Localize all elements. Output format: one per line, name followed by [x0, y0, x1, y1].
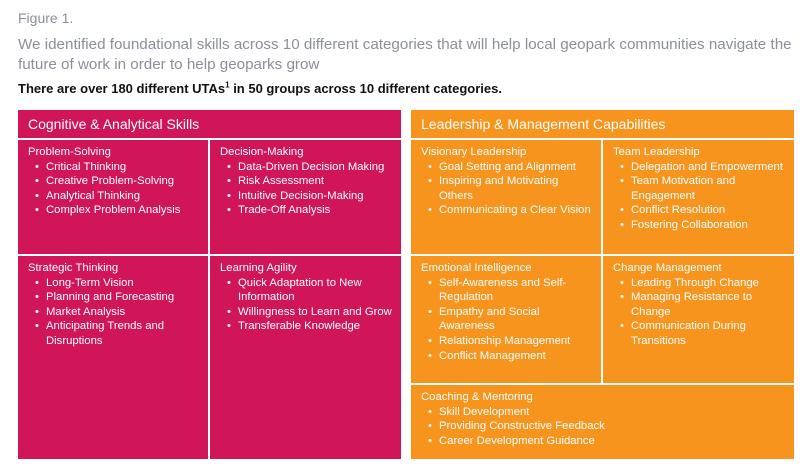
skill-item: Complex Problem Analysis [28, 203, 200, 218]
skill-list: Goal Setting and Alignment Inspiring and… [421, 160, 593, 218]
category-cell: Problem-Solving Critical Thinking Creati… [18, 140, 208, 254]
skill-item: Quick Adaptation to New Information [220, 276, 393, 305]
headline-superscript: 1 [225, 80, 230, 90]
skill-item: Leading Through Change [613, 276, 786, 291]
skill-item: Self-Awareness and Self-Regulation [421, 276, 593, 305]
skill-item: Market Analysis [28, 305, 200, 320]
skill-list: Delegation and Empowerment Team Motivati… [613, 160, 786, 233]
skill-item: Fostering Collaboration [613, 218, 786, 233]
skill-item: Analytical Thinking [28, 189, 200, 204]
category-cell: Team Leadership Delegation and Empowerme… [603, 140, 794, 254]
skill-item: Critical Thinking [28, 160, 200, 175]
skill-list: Self-Awareness and Self-Regulation Empat… [421, 276, 593, 364]
category-title: Change Management [613, 262, 722, 274]
skill-item: Anticipating Trends and Disruptions [28, 319, 200, 348]
skill-item: Delegation and Empowerment [613, 160, 786, 175]
skill-item: Empathy and Social Awareness [421, 305, 593, 334]
cognitive-panel-title: Cognitive & Analytical Skills [18, 110, 401, 138]
headline-text-after: in 50 groups across 10 different categor… [229, 81, 502, 96]
category-title: Decision-Making [220, 146, 304, 158]
skill-item: Risk Assessment [220, 174, 393, 189]
skill-list: Quick Adaptation to New Information Will… [220, 276, 393, 334]
skill-list: Data-Driven Decision Making Risk Assessm… [220, 160, 393, 218]
skill-item: Managing Resistance to Change [613, 290, 786, 319]
skill-list: Skill Development Providing Constructive… [421, 405, 786, 449]
category-cell: Learning Agility Quick Adaptation to New… [210, 256, 401, 459]
skill-list: Critical Thinking Creative Problem-Solvi… [28, 160, 200, 218]
category-title: Team Leadership [613, 146, 700, 158]
headline-text: There are over 180 different UTAs [18, 81, 226, 96]
skill-item: Communicating a Clear Vision [421, 203, 593, 218]
category-cell: Strategic Thinking Long-Term Vision Plan… [18, 256, 208, 459]
category-cell: Emotional Intelligence Self-Awareness an… [411, 256, 601, 383]
skill-item: Inspiring and Motivating Others [421, 174, 593, 203]
skill-list: Leading Through Change Managing Resistan… [613, 276, 786, 349]
category-cell: Coaching & Mentoring Skill Development P… [411, 385, 794, 459]
category-title: Emotional Intelligence [421, 262, 532, 274]
skill-item: Communication During Transitions [613, 319, 786, 348]
skill-item: Intuitive Decision-Making [220, 189, 393, 204]
skill-item: Goal Setting and Alignment [421, 160, 593, 175]
cognitive-panel: Cognitive & Analytical Skills Problem-So… [18, 110, 401, 459]
category-title: Visionary Leadership [421, 146, 527, 158]
category-cell: Change Management Leading Through Change… [603, 256, 794, 383]
skill-item: Transferable Knowledge [220, 319, 393, 334]
skill-list: Long-Term Vision Planning and Forecastin… [28, 276, 200, 349]
skill-item: Planning and Forecasting [28, 290, 200, 305]
category-title: Problem-Solving [28, 146, 111, 158]
skill-item: Data-Driven Decision Making [220, 160, 393, 175]
skill-item: Creative Problem-Solving [28, 174, 200, 189]
skill-item: Conflict Management [421, 349, 593, 364]
skill-item: Career Development Guidance [421, 434, 786, 449]
category-cell: Visionary Leadership Goal Setting and Al… [411, 140, 601, 254]
skill-item: Conflict Resolution [613, 203, 786, 218]
skill-item: Trade-Off Analysis [220, 203, 393, 218]
category-title: Strategic Thinking [28, 262, 119, 274]
skill-item: Willingness to Learn and Grow [220, 305, 393, 320]
category-title: Coaching & Mentoring [421, 391, 533, 403]
skill-item: Relationship Management [421, 334, 593, 349]
skill-item: Providing Constructive Feedback [421, 419, 786, 434]
leadership-panel-title: Leadership & Management Capabilities [411, 110, 794, 138]
category-title: Learning Agility [220, 262, 297, 274]
category-cell: Decision-Making Data-Driven Decision Mak… [210, 140, 401, 254]
leadership-panel: Leadership & Management Capabilities Vis… [411, 110, 794, 459]
skill-item: Team Motivation and Engagement [613, 174, 786, 203]
headline: There are over 180 different UTAs1 in 50… [18, 81, 502, 96]
intro-text: We identified foundational skills across… [18, 36, 792, 73]
skill-item: Skill Development [421, 405, 786, 420]
skill-item: Long-Term Vision [28, 276, 200, 291]
figure-label: Figure 1. [18, 10, 74, 26]
